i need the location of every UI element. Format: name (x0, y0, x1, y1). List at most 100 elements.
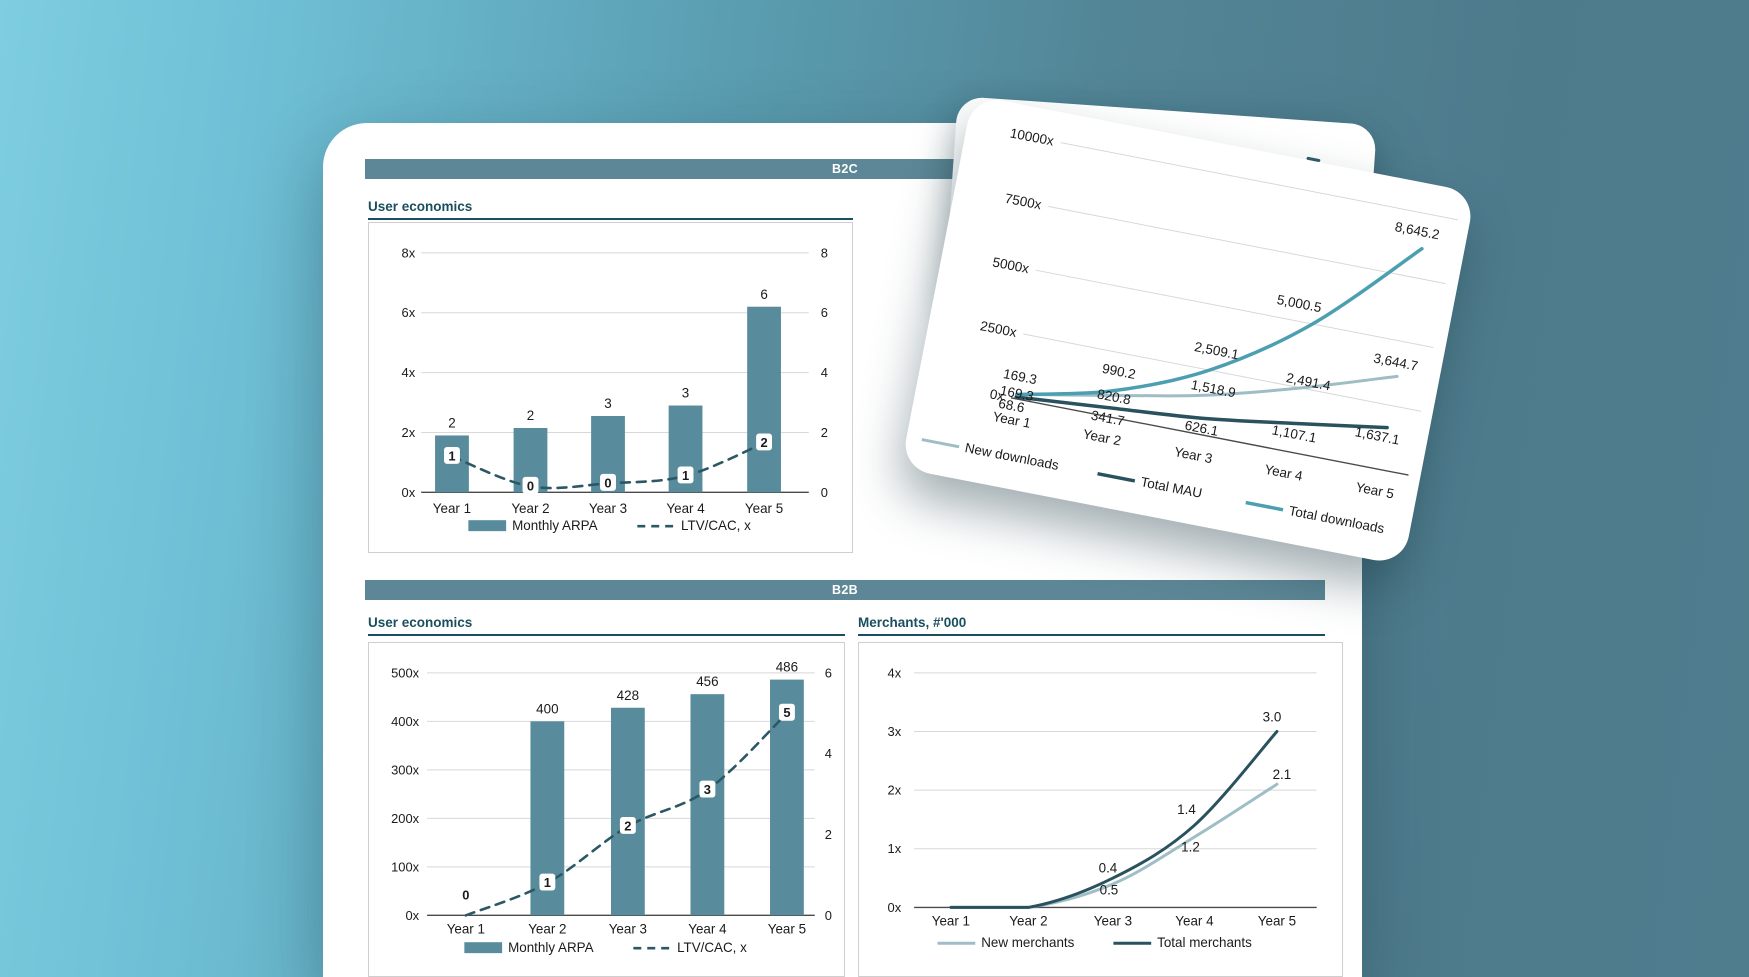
svg-text:Year 5: Year 5 (1355, 479, 1396, 501)
svg-text:2x: 2x (888, 783, 902, 798)
svg-text:820.8: 820.8 (1096, 386, 1132, 407)
svg-text:5000x: 5000x (991, 254, 1030, 276)
svg-text:200x: 200x (391, 811, 420, 826)
svg-text:2: 2 (448, 416, 455, 431)
svg-text:456: 456 (696, 674, 718, 689)
svg-text:Year 5: Year 5 (768, 921, 806, 936)
svg-text:Monthly ARPA: Monthly ARPA (508, 940, 593, 955)
svg-text:Year 1: Year 1 (932, 913, 970, 928)
b2b-merchants-title: Merchants, #'000 (858, 615, 1325, 636)
svg-text:3x: 3x (888, 724, 902, 739)
svg-text:LTV/CAC, x: LTV/CAC, x (681, 518, 751, 533)
svg-text:0: 0 (527, 478, 534, 493)
section-banner-b2b: B2B (365, 580, 1325, 600)
svg-text:4x: 4x (402, 365, 416, 380)
svg-text:486: 486 (776, 660, 798, 675)
b2b-merchants-chart-frame: 0x 1x 2x 3x 4x 0.4 1.2 2.1 0.5 1.4 3.0 Year 1 Year 2… (858, 642, 1343, 977)
svg-text:2.1: 2.1 (1273, 767, 1292, 782)
svg-text:169.3: 169.3 (999, 383, 1035, 404)
svg-text:8: 8 (821, 245, 828, 260)
svg-text:0x: 0x (405, 908, 419, 923)
svg-text:3: 3 (704, 782, 711, 797)
svg-text:Year 5: Year 5 (745, 501, 783, 516)
svg-text:New merchants: New merchants (981, 935, 1074, 950)
svg-text:LTV/CAC, x: LTV/CAC, x (677, 940, 747, 955)
svg-text:2500x: 2500x (979, 318, 1018, 340)
svg-text:990.2: 990.2 (1101, 361, 1137, 382)
svg-text:1: 1 (544, 875, 551, 890)
svg-text:2,509.1: 2,509.1 (1193, 339, 1240, 362)
svg-text:4: 4 (825, 746, 832, 761)
svg-text:6: 6 (825, 665, 832, 680)
svg-text:New downloads: New downloads (964, 440, 1061, 473)
svg-text:4x: 4x (888, 665, 902, 680)
svg-text:Total downloads: Total downloads (1288, 503, 1386, 536)
svg-text:Year 2: Year 2 (528, 921, 566, 936)
svg-text:5,000.5: 5,000.5 (1276, 292, 1323, 315)
svg-text:626.1: 626.1 (1184, 418, 1220, 439)
svg-text:2: 2 (825, 827, 832, 842)
svg-text:Year 2: Year 2 (1009, 913, 1047, 928)
svg-text:Year 3: Year 3 (609, 921, 647, 936)
svg-text:1.4: 1.4 (1177, 802, 1196, 817)
svg-text:Year 4: Year 4 (688, 921, 727, 936)
svg-text:6: 6 (760, 287, 767, 302)
svg-text:0x: 0x (888, 900, 902, 915)
svg-text:2: 2 (760, 435, 767, 450)
svg-text:1x: 1x (888, 841, 902, 856)
svg-text:300x: 300x (391, 762, 420, 777)
svg-text:1: 1 (682, 468, 689, 483)
svg-text:Year 4: Year 4 (1175, 913, 1214, 928)
svg-text:5: 5 (783, 705, 790, 720)
b2b-merchants-chart: 0x 1x 2x 3x 4x 0.4 1.2 2.1 0.5 1.4 3.0 Year 1 Year 2… (888, 665, 1317, 950)
svg-text:10000x: 10000x (1009, 125, 1056, 148)
svg-text:428: 428 (617, 688, 639, 703)
svg-text:68.6: 68.6 (997, 396, 1026, 416)
b2b-user-economics-chart: 0x 100x 200x 300x 400x 500x 0 2 4 6 400 428 456 486 0 1… (391, 660, 832, 955)
svg-text:Year 1: Year 1 (433, 501, 471, 516)
svg-text:Year 3: Year 3 (589, 501, 627, 516)
b2c-user-economics-chart-frame: 0x 2x 4x 6x 8x 0 2 4 6 8 2 2 3 3 6 1 0 0 1 2 Year 1 Year 2 Yea… (368, 222, 853, 553)
svg-text:6: 6 (821, 305, 828, 320)
svg-text:0: 0 (604, 475, 611, 490)
svg-text:1,637.1: 1,637.1 (1354, 424, 1401, 447)
svg-text:0: 0 (821, 485, 828, 500)
svg-text:Total merchants: Total merchants (1157, 935, 1252, 950)
svg-text:7500x: 7500x (1004, 191, 1043, 213)
svg-text:100x: 100x (391, 859, 420, 874)
svg-text:1: 1 (448, 448, 455, 463)
svg-text:3: 3 (682, 386, 689, 401)
svg-text:0.4: 0.4 (1099, 861, 1118, 876)
svg-text:Year 3: Year 3 (1173, 444, 1214, 466)
svg-text:Year 3: Year 3 (1094, 913, 1132, 928)
b2b-user-economics-title: User economics (368, 615, 845, 636)
svg-text:0.5: 0.5 (1100, 882, 1119, 897)
svg-text:2: 2 (821, 425, 828, 440)
svg-text:2: 2 (527, 408, 534, 423)
svg-text:3,644.7: 3,644.7 (1372, 350, 1419, 373)
svg-text:0x: 0x (989, 386, 1006, 403)
svg-text:Monthly ARPA: Monthly ARPA (512, 518, 597, 533)
svg-text:Year 4: Year 4 (1263, 462, 1304, 484)
tilted-front-card: 0x 2500x 5000x 7500x 10000x 169.3 820.8 1,518.9… (900, 95, 1476, 566)
svg-text:6x: 6x (402, 305, 416, 320)
svg-text:Year 1: Year 1 (991, 409, 1032, 431)
svg-text:Year 1: Year 1 (447, 921, 485, 936)
svg-text:341.7: 341.7 (1090, 408, 1126, 429)
svg-text:0: 0 (462, 887, 469, 902)
svg-text:Year 2: Year 2 (1082, 426, 1123, 448)
svg-text:0x: 0x (402, 485, 416, 500)
svg-text:500x: 500x (391, 665, 420, 680)
svg-text:169.3: 169.3 (1002, 366, 1038, 387)
b2b-user-economics-chart-frame: 0x 100x 200x 300x 400x 500x 0 2 4 6 400 428 456 486 0 1… (368, 642, 845, 977)
svg-text:2x: 2x (402, 425, 416, 440)
svg-text:1.2: 1.2 (1181, 840, 1200, 855)
svg-text:8,645.2: 8,645.2 (1394, 219, 1441, 242)
b2c-user-economics-title: User economics (368, 199, 853, 220)
svg-text:400: 400 (536, 701, 558, 716)
svg-text:Total MAU: Total MAU (1139, 474, 1203, 501)
svg-text:8x: 8x (402, 245, 416, 260)
svg-text:Year 2: Year 2 (511, 501, 549, 516)
svg-text:4: 4 (821, 365, 828, 380)
